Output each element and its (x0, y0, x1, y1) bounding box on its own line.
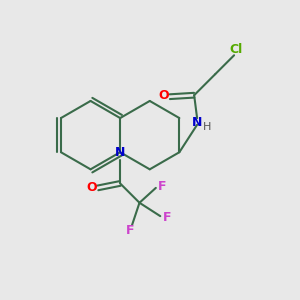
Text: F: F (126, 224, 135, 237)
Text: N: N (115, 146, 125, 159)
Text: F: F (163, 211, 171, 224)
Text: O: O (86, 182, 97, 194)
Text: F: F (158, 180, 166, 193)
Text: Cl: Cl (229, 43, 242, 56)
Text: N: N (192, 116, 202, 129)
Text: O: O (158, 89, 169, 102)
Text: H: H (202, 122, 211, 132)
